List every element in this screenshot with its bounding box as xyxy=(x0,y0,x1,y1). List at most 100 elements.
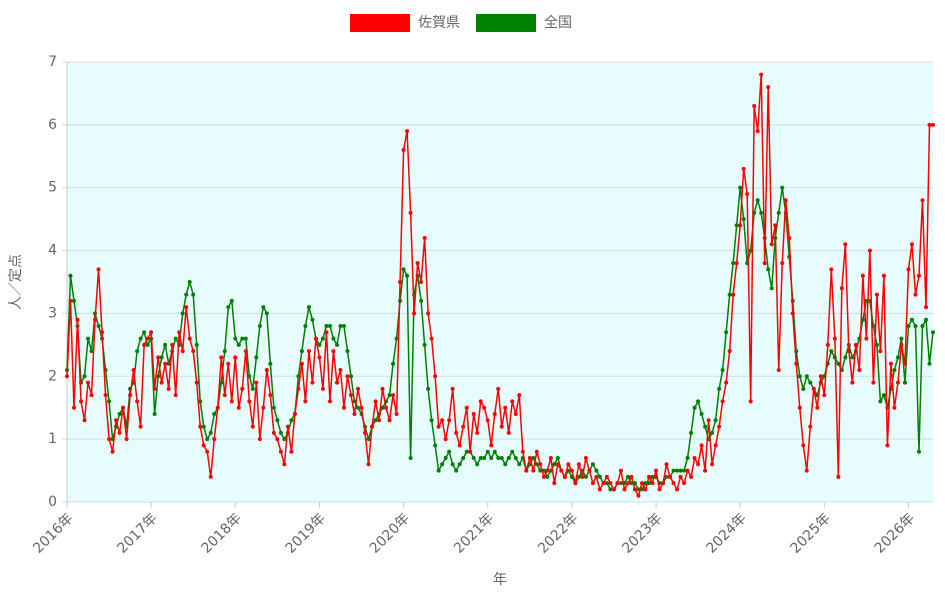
data-point xyxy=(576,462,581,467)
data-point xyxy=(450,386,455,391)
data-point xyxy=(520,449,525,454)
data-point xyxy=(629,474,634,479)
data-point xyxy=(79,399,84,404)
data-point xyxy=(801,386,806,391)
data-point xyxy=(173,393,178,398)
data-point xyxy=(552,462,557,467)
data-point xyxy=(527,456,532,460)
x-tick-label: 2021年 xyxy=(451,510,497,556)
data-point xyxy=(867,248,872,253)
x-tick-label: 2025年 xyxy=(788,510,834,556)
data-point xyxy=(485,418,490,423)
data-point xyxy=(664,462,669,467)
data-point xyxy=(121,405,126,410)
data-point xyxy=(489,456,494,460)
data-point xyxy=(717,386,722,391)
data-point xyxy=(366,462,371,467)
data-point xyxy=(341,324,346,328)
data-point xyxy=(229,399,234,404)
data-point xyxy=(576,474,581,479)
data-point xyxy=(306,349,311,354)
data-point xyxy=(478,399,483,404)
legend-item[interactable]: 佐賀県 xyxy=(350,14,460,32)
data-point xyxy=(170,342,175,347)
data-point xyxy=(717,424,722,429)
x-tick-label: 2022年 xyxy=(535,510,581,556)
data-point xyxy=(163,361,168,366)
data-point xyxy=(243,336,248,341)
data-point xyxy=(822,393,827,398)
data-point xyxy=(82,374,87,379)
data-point xyxy=(282,437,287,442)
data-point xyxy=(475,430,480,435)
data-point xyxy=(240,336,245,341)
data-point xyxy=(278,449,283,454)
data-point xyxy=(587,468,592,473)
data-point xyxy=(359,405,364,410)
data-point xyxy=(261,305,266,310)
data-point xyxy=(931,122,935,127)
data-point xyxy=(846,349,851,354)
data-point xyxy=(783,198,788,203)
data-point xyxy=(769,242,774,247)
data-point xyxy=(243,349,248,354)
data-point xyxy=(625,474,630,479)
data-point xyxy=(682,481,687,486)
data-point xyxy=(776,210,781,215)
data-point xyxy=(643,487,648,492)
data-point xyxy=(373,399,378,404)
data-point xyxy=(138,336,143,341)
data-point xyxy=(734,261,739,266)
data-point xyxy=(345,349,350,354)
data-point xyxy=(247,399,252,404)
data-point xyxy=(380,386,385,391)
data-point xyxy=(233,355,238,360)
data-point xyxy=(608,487,613,492)
data-point xyxy=(762,261,767,266)
legend-item[interactable]: 全国 xyxy=(476,14,572,32)
data-point xyxy=(240,386,245,391)
data-point xyxy=(464,449,469,454)
data-point xyxy=(815,405,820,410)
data-point xyxy=(748,248,753,253)
data-point xyxy=(496,386,501,391)
data-point xyxy=(892,368,897,372)
data-point xyxy=(759,210,764,215)
data-point xyxy=(82,418,87,423)
data-point xyxy=(927,122,932,127)
data-point xyxy=(608,481,613,486)
data-point xyxy=(356,386,361,391)
x-tick-label: 2026年 xyxy=(872,510,918,556)
data-point xyxy=(920,324,925,328)
data-point xyxy=(843,355,848,360)
data-point xyxy=(864,336,869,341)
y-tick-label: 4 xyxy=(48,243,57,259)
data-point xyxy=(731,292,736,297)
data-point xyxy=(271,405,276,410)
data-point xyxy=(661,481,666,486)
data-point xyxy=(759,72,764,77)
data-point xyxy=(107,437,112,442)
data-point xyxy=(440,418,445,423)
data-point xyxy=(755,129,760,134)
data-point xyxy=(808,424,813,429)
data-point xyxy=(250,386,255,391)
data-point xyxy=(853,342,858,347)
data-point xyxy=(156,355,161,360)
data-point xyxy=(874,342,879,347)
data-point xyxy=(780,185,785,190)
data-point xyxy=(142,342,147,347)
data-point xyxy=(275,418,280,423)
data-point xyxy=(345,374,350,379)
data-point xyxy=(152,386,157,391)
data-point xyxy=(226,305,231,310)
data-point xyxy=(327,324,332,328)
data-point xyxy=(198,424,203,429)
data-point xyxy=(654,468,659,473)
data-point xyxy=(650,481,655,486)
data-point xyxy=(874,292,879,297)
y-tick-label: 2 xyxy=(48,368,57,384)
data-point xyxy=(363,430,368,435)
data-point xyxy=(303,324,308,328)
